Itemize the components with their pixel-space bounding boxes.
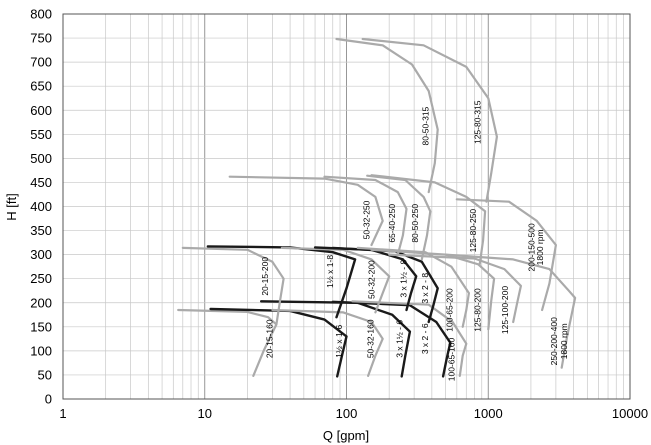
curve-label: 3 x 1½ - 6 <box>394 320 404 358</box>
curve-label: 1½ x 1-6 <box>334 324 344 357</box>
pump-curve <box>335 37 439 194</box>
curve-label: 1800 rpm <box>535 229 545 265</box>
curve-label: 100-65-200 <box>445 288 455 332</box>
y-tick-label: 600 <box>30 103 52 118</box>
pump-curve <box>444 253 577 369</box>
y-tick-label: 800 <box>30 7 52 22</box>
pump-curve <box>388 253 523 324</box>
curve-label: 80-50-315 <box>421 106 431 145</box>
curve-label: 200-150-500 <box>527 223 537 271</box>
y-tick-label: 350 <box>30 223 52 238</box>
x-tick-label: 10000 <box>612 406 648 421</box>
pump-curve <box>206 245 357 319</box>
pump-curve <box>228 175 384 247</box>
curve-label: 3 x 1½ - 8 <box>399 260 409 298</box>
y-tick-label: 450 <box>30 175 52 190</box>
pump-curve <box>280 246 391 314</box>
curve-label: 100-65-160 <box>447 337 457 381</box>
curve-label: 1800 rpm <box>559 323 569 359</box>
y-tick-label: 750 <box>30 31 52 46</box>
y-tick-label: 100 <box>30 343 52 358</box>
pump-curve <box>370 248 496 331</box>
plot-frame <box>62 13 631 400</box>
y-tick-label: 300 <box>30 247 52 262</box>
curve-label: 50-32-160 <box>366 319 376 358</box>
curve-label: 80-50-250 <box>410 204 420 243</box>
curve-label: 1½ x 1-8 <box>325 255 335 288</box>
y-tick-label: 200 <box>30 295 52 310</box>
curve-label: 65-40-250 <box>387 204 397 243</box>
pump-curve <box>177 308 278 377</box>
x-tick-label: 10 <box>198 406 212 421</box>
curve-labels: 20-15-160 1½ x 1-6 50-32-160 3 x 1½ - 6 3 x … <box>260 100 569 381</box>
curve-label: 50-32-200 <box>367 260 377 299</box>
x-axis-title: Q [gpm] <box>323 428 369 443</box>
y-tick-label: 0 <box>45 392 52 407</box>
pump-curve <box>351 300 468 377</box>
pump-curve <box>331 300 452 378</box>
pump-curve <box>370 174 487 266</box>
y-tick-label: 650 <box>30 79 52 94</box>
curve-label: 3 x 2 - 8 <box>420 273 430 304</box>
tick-labels: 1 10 100 1000 10000 0 50 100 150 200 250 300 350 400 4… <box>30 7 648 422</box>
curve-label: 250-200-400 <box>549 317 559 365</box>
curve-label: 20-15-200 <box>260 257 270 296</box>
y-tick-label: 250 <box>30 271 52 286</box>
grid <box>63 14 630 399</box>
pump-curve <box>271 308 384 377</box>
y-tick-label: 550 <box>30 127 52 142</box>
curve-label: 20-15-160 <box>264 319 274 358</box>
x-tick-label: 100 <box>336 406 358 421</box>
y-tick-label: 700 <box>30 55 52 70</box>
y-axis-title: H [ft] <box>4 193 19 220</box>
pump-curve <box>361 37 498 203</box>
pump-curves <box>177 37 577 378</box>
y-tick-label: 500 <box>30 151 52 166</box>
curve-label: 125-100-200 <box>500 286 510 334</box>
curve-label: 50-32-250 <box>361 200 371 239</box>
pump-curve <box>323 175 408 256</box>
curve-label: 125-80-200 <box>472 288 482 332</box>
curve-label: 3 x 2 - 6 <box>420 323 430 354</box>
curve-label: 125-80-315 <box>472 100 482 144</box>
pump-curve <box>455 198 558 312</box>
y-tick-label: 50 <box>38 367 52 382</box>
y-tick-label: 400 <box>30 199 52 214</box>
pump-curve <box>181 246 285 326</box>
pump-curve <box>209 307 348 378</box>
x-tick-label: 1000 <box>474 406 503 421</box>
y-tick-label: 150 <box>30 319 52 334</box>
curve-label: 125-80-250 <box>468 209 478 253</box>
x-tick-label: 1 <box>59 406 66 421</box>
